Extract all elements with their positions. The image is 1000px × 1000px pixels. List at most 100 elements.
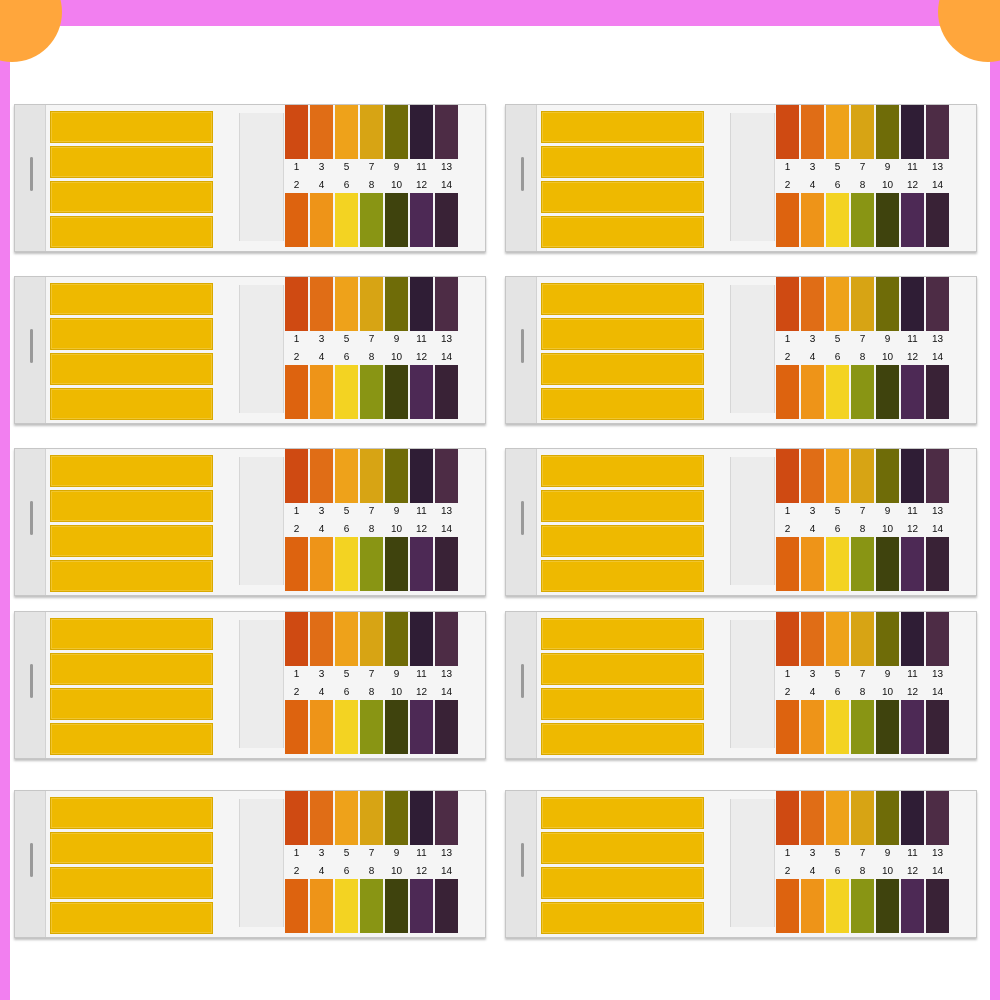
ph-7-swatch bbox=[360, 791, 383, 845]
odd-ph-label-row: 1 3 5 7 9 11 13 bbox=[285, 849, 475, 859]
ph-value-label: 3 bbox=[809, 162, 816, 173]
odd-ph-label-row: 1 3 5 7 9 11 13 bbox=[285, 670, 475, 680]
ph-value-label: 10 bbox=[881, 866, 894, 877]
even-ph-label-row: 2 4 6 8 10 12 14 bbox=[285, 525, 475, 535]
odd-ph-swatch-row bbox=[776, 791, 949, 845]
ph-7-swatch bbox=[360, 612, 383, 666]
ph-value-label: 12 bbox=[906, 180, 919, 191]
ph-color-chart: 1 3 5 7 9 11 13 2 4 6 8 10 12 14 bbox=[776, 105, 966, 251]
even-ph-swatch-row bbox=[776, 537, 949, 591]
ph-value-label: 4 bbox=[318, 524, 325, 535]
ph-6-swatch bbox=[335, 365, 358, 419]
booklet-10: 1 3 5 7 9 11 13 2 4 6 8 10 12 14 bbox=[505, 790, 977, 938]
ph-13-swatch bbox=[926, 612, 949, 666]
ph-test-strip bbox=[50, 832, 213, 864]
ph-1-swatch bbox=[285, 791, 308, 845]
ph-value-label: 9 bbox=[884, 334, 891, 345]
ph-13-swatch bbox=[926, 791, 949, 845]
ph-8-swatch bbox=[360, 537, 383, 591]
ph-5-swatch bbox=[335, 277, 358, 331]
ph-12-swatch bbox=[410, 700, 433, 754]
even-ph-label-row: 2 4 6 8 10 12 14 bbox=[776, 353, 966, 363]
ph-value-label: 8 bbox=[859, 524, 866, 535]
ph-3-swatch bbox=[310, 791, 333, 845]
ph-test-strip bbox=[541, 490, 704, 522]
ph-value-label: 3 bbox=[809, 334, 816, 345]
even-ph-label-row: 2 4 6 8 10 12 14 bbox=[285, 867, 475, 877]
ph-value-label: 12 bbox=[415, 687, 428, 698]
ph-value-label: 13 bbox=[440, 848, 453, 859]
ph-value-label: 5 bbox=[343, 848, 350, 859]
ph-5-swatch bbox=[335, 449, 358, 503]
odd-ph-label-row: 1 3 5 7 9 11 13 bbox=[285, 335, 475, 345]
ph-test-strips bbox=[541, 797, 704, 934]
ph-value-label: 9 bbox=[884, 162, 891, 173]
ph-value-label: 1 bbox=[784, 669, 791, 680]
ph-2-swatch bbox=[285, 193, 308, 247]
even-ph-swatch-row bbox=[285, 700, 458, 754]
booklet-4: 1 3 5 7 9 11 13 2 4 6 8 10 12 14 bbox=[505, 276, 977, 424]
ph-3-swatch bbox=[801, 277, 824, 331]
booklet-3: 1 3 5 7 9 11 13 2 4 6 8 10 12 14 bbox=[14, 276, 486, 424]
even-ph-label-row: 2 4 6 8 10 12 14 bbox=[776, 181, 966, 191]
ph-10-swatch bbox=[385, 365, 408, 419]
ph-test-strips bbox=[541, 283, 704, 420]
ph-color-chart: 1 3 5 7 9 11 13 2 4 6 8 10 12 14 bbox=[285, 449, 475, 595]
ph-value-label: 12 bbox=[906, 352, 919, 363]
booklet-8: 1 3 5 7 9 11 13 2 4 6 8 10 12 14 bbox=[505, 611, 977, 759]
ph-value-label: 7 bbox=[859, 334, 866, 345]
ph-13-swatch bbox=[435, 277, 458, 331]
ph-1-swatch bbox=[776, 105, 799, 159]
ph-value-label: 11 bbox=[416, 669, 427, 680]
ph-4-swatch bbox=[310, 700, 333, 754]
ph-9-swatch bbox=[876, 612, 899, 666]
ph-value-label: 6 bbox=[343, 866, 350, 877]
even-ph-label-row: 2 4 6 8 10 12 14 bbox=[776, 525, 966, 535]
ph-value-label: 7 bbox=[368, 334, 375, 345]
ph-7-swatch bbox=[851, 277, 874, 331]
odd-ph-label-row: 1 3 5 7 9 11 13 bbox=[285, 163, 475, 173]
ph-value-label: 3 bbox=[809, 848, 816, 859]
ph-2-swatch bbox=[285, 879, 308, 933]
ph-test-strips bbox=[541, 618, 704, 755]
ph-12-swatch bbox=[901, 193, 924, 247]
ph-test-strip bbox=[50, 318, 213, 350]
ph-6-swatch bbox=[826, 879, 849, 933]
ph-value-label: 1 bbox=[293, 334, 300, 345]
ph-6-swatch bbox=[826, 700, 849, 754]
ph-value-label: 13 bbox=[440, 334, 453, 345]
ph-value-label: 8 bbox=[368, 687, 375, 698]
ph-4-swatch bbox=[801, 879, 824, 933]
ph-8-swatch bbox=[851, 700, 874, 754]
ph-test-strip bbox=[50, 902, 213, 934]
even-ph-label-row: 2 4 6 8 10 12 14 bbox=[776, 688, 966, 698]
ph-value-label: 8 bbox=[859, 687, 866, 698]
ph-value-label: 5 bbox=[343, 669, 350, 680]
booklet-spine-panel bbox=[730, 457, 775, 585]
ph-value-label: 12 bbox=[415, 352, 428, 363]
ph-4-swatch bbox=[801, 365, 824, 419]
ph-12-swatch bbox=[410, 537, 433, 591]
even-ph-swatch-row bbox=[776, 879, 949, 933]
ph-8-swatch bbox=[851, 537, 874, 591]
ph-value-label: 8 bbox=[368, 352, 375, 363]
ph-value-label: 4 bbox=[809, 866, 816, 877]
ph-5-swatch bbox=[826, 612, 849, 666]
even-ph-swatch-row bbox=[776, 193, 949, 247]
ph-value-label: 2 bbox=[784, 524, 791, 535]
ph-1-swatch bbox=[285, 277, 308, 331]
ph-value-label: 8 bbox=[859, 180, 866, 191]
ph-10-swatch bbox=[876, 700, 899, 754]
ph-9-swatch bbox=[385, 105, 408, 159]
ph-10-swatch bbox=[876, 537, 899, 591]
ph-value-label: 9 bbox=[884, 506, 891, 517]
staple bbox=[521, 329, 524, 363]
ph-test-strip bbox=[50, 455, 213, 487]
ph-9-swatch bbox=[876, 105, 899, 159]
ph-value-label: 13 bbox=[931, 669, 944, 680]
ph-value-label: 10 bbox=[390, 352, 403, 363]
ph-value-label: 13 bbox=[931, 162, 944, 173]
ph-value-label: 13 bbox=[931, 334, 944, 345]
ph-value-label: 9 bbox=[393, 162, 400, 173]
